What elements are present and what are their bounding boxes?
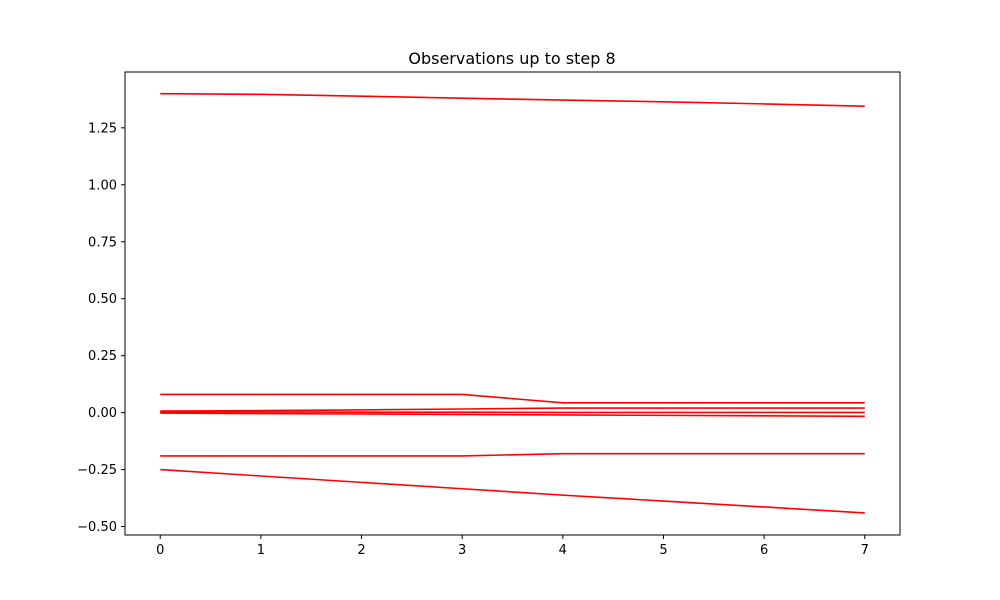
series-line-2 bbox=[160, 393, 865, 404]
y-tick-label: 1.25 bbox=[88, 121, 117, 136]
series-line-6 bbox=[160, 452, 865, 457]
x-tick-label: 7 bbox=[861, 543, 869, 558]
y-tick-label: −0.25 bbox=[77, 463, 117, 478]
x-tick-label: 3 bbox=[458, 543, 466, 558]
x-tick-label: 4 bbox=[559, 543, 567, 558]
series-line-1 bbox=[160, 92, 865, 107]
x-tick-label: 0 bbox=[156, 543, 164, 558]
series-layer bbox=[160, 92, 865, 514]
y-tick-label: 0.50 bbox=[88, 292, 117, 307]
x-tick-label: 2 bbox=[357, 543, 365, 558]
chart-title: Observations up to step 8 bbox=[408, 49, 615, 68]
y-axis: −0.50 −0.25 0.00 0.25 0.50 0.75 1.00 1.25 bbox=[77, 121, 125, 535]
series-line-7 bbox=[160, 468, 865, 514]
y-tick-label: 1.00 bbox=[88, 178, 117, 193]
y-tick-label: −0.50 bbox=[77, 520, 117, 535]
y-tick-label: 0.00 bbox=[88, 406, 117, 421]
x-axis: 0 1 2 3 4 5 6 7 bbox=[156, 535, 869, 558]
x-tick-label: 6 bbox=[760, 543, 768, 558]
y-tick-label: 0.25 bbox=[88, 349, 117, 364]
x-tick-label: 5 bbox=[659, 543, 667, 558]
plot-frame bbox=[124, 71, 901, 536]
y-tick-label: 0.75 bbox=[88, 235, 117, 250]
x-tick-label: 1 bbox=[257, 543, 265, 558]
series-line-5 bbox=[160, 412, 865, 418]
series-line-3 bbox=[160, 407, 865, 412]
